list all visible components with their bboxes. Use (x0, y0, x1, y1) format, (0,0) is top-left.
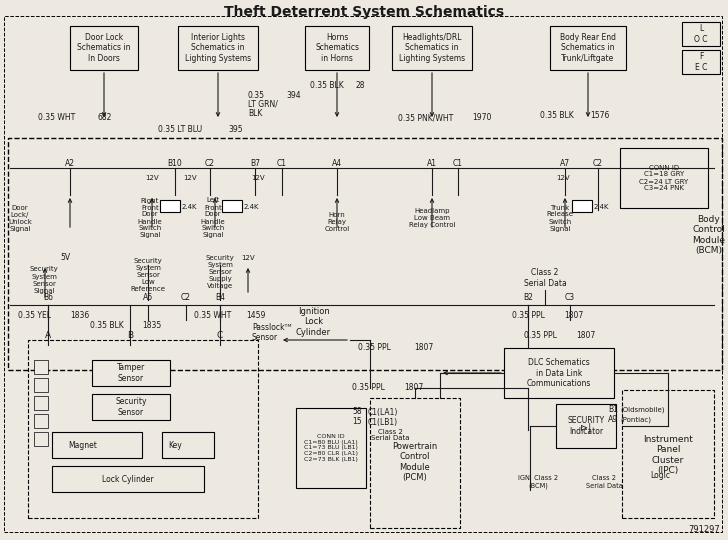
Text: SECURITY
Indicator: SECURITY Indicator (567, 416, 604, 436)
Bar (34, 414, 48, 428)
Text: 12V: 12V (241, 255, 255, 261)
Text: C2: C2 (205, 159, 215, 168)
Text: C: C (217, 332, 223, 341)
Text: A4: A4 (332, 159, 342, 168)
Text: 394: 394 (286, 91, 301, 99)
Text: C2: C2 (181, 293, 191, 302)
Bar (34, 396, 48, 410)
Bar (162, 432, 214, 458)
Text: A2: A2 (65, 159, 75, 168)
Text: 5V: 5V (60, 253, 70, 262)
Text: Powertrain
Control
Module
(PCM): Powertrain Control Module (PCM) (392, 442, 438, 482)
Text: B7: B7 (250, 159, 260, 168)
Text: Logic: Logic (650, 471, 670, 481)
Bar (296, 408, 366, 488)
Text: 0.35 BLK: 0.35 BLK (540, 111, 574, 119)
Text: BLK: BLK (248, 109, 262, 118)
Text: 1807: 1807 (414, 343, 433, 353)
Text: A: A (45, 332, 51, 341)
Text: CONN ID
C1=18 GRY
C2=24 LT GRY
C3=24 PNK: CONN ID C1=18 GRY C2=24 LT GRY C3=24 PNK (639, 165, 689, 192)
Text: IGN  Class 2
(BCM): IGN Class 2 (BCM) (518, 475, 558, 489)
Text: 1807: 1807 (576, 330, 596, 340)
Text: 0.35 WHT: 0.35 WHT (194, 310, 232, 320)
Text: (Pontiac): (Pontiac) (620, 417, 651, 423)
Bar (92, 360, 170, 386)
Bar (28, 340, 258, 518)
Text: 2.4K: 2.4K (594, 204, 609, 210)
Bar (682, 22, 720, 46)
Text: 1970: 1970 (472, 113, 491, 123)
Bar (620, 148, 708, 208)
Text: 2.4K: 2.4K (182, 204, 197, 210)
Text: Sensor: Sensor (252, 334, 278, 342)
Text: Interior Lights
Schematics in
Lighting Systems: Interior Lights Schematics in Lighting S… (185, 33, 251, 63)
Text: A6: A6 (143, 293, 153, 302)
Text: Ignition
Lock
Cylinder: Ignition Lock Cylinder (296, 307, 331, 337)
Text: CONN ID
C1=80 BLU (LA1)
C1=73 BLU (LB1)
C2=80 CLR (LA1)
C2=73 BLK (LB1): CONN ID C1=80 BLU (LA1) C1=73 BLU (LB1) … (304, 434, 358, 462)
Text: Key: Key (168, 441, 182, 449)
Text: 0.35 PPL: 0.35 PPL (352, 383, 385, 393)
Text: C2: C2 (593, 159, 603, 168)
Text: Theft Deterrent System Schematics: Theft Deterrent System Schematics (224, 5, 504, 19)
Text: A9: A9 (608, 415, 618, 424)
Text: 0.35 YEL: 0.35 YEL (18, 310, 51, 320)
Text: 1835: 1835 (142, 321, 161, 329)
Text: 0.35 PPL: 0.35 PPL (524, 330, 557, 340)
Text: L
O C: L O C (695, 24, 708, 44)
Text: 0.35: 0.35 (248, 91, 265, 99)
Text: B6: B6 (43, 293, 53, 302)
Text: Body
Control
Module
(BCM): Body Control Module (BCM) (692, 215, 725, 255)
Bar (34, 378, 48, 392)
Text: A1: A1 (427, 159, 437, 168)
Text: Security
System
Sensor
Supply
Voltage: Security System Sensor Supply Voltage (205, 255, 234, 289)
Text: 0.35 PPL: 0.35 PPL (358, 343, 391, 353)
Bar (572, 200, 592, 212)
Text: Door Lock
Schematics in
In Doors: Door Lock Schematics in In Doors (77, 33, 131, 63)
Text: 12V: 12V (183, 175, 197, 181)
Text: B2: B2 (523, 293, 533, 302)
Text: Door
Lock/
Unlock
Signal: Door Lock/ Unlock Signal (8, 205, 32, 232)
Text: 0.35 WHT: 0.35 WHT (38, 113, 75, 123)
Text: 12V: 12V (251, 175, 265, 181)
Text: 395: 395 (228, 125, 242, 134)
Text: DLC Schematics
in Data Link
Communications: DLC Schematics in Data Link Communicatio… (527, 358, 591, 388)
Text: Instrument
Panel
Cluster
(IPC): Instrument Panel Cluster (IPC) (643, 435, 693, 475)
Bar (370, 398, 460, 528)
Bar (305, 26, 369, 70)
Bar (550, 26, 626, 70)
Bar (8, 138, 722, 370)
Text: 1807: 1807 (564, 310, 583, 320)
Text: Security
System
Sensor
Low
Reference: Security System Sensor Low Reference (130, 258, 165, 292)
Text: B: B (127, 332, 133, 341)
Text: B10: B10 (167, 159, 183, 168)
Bar (92, 394, 170, 420)
Bar (160, 200, 180, 212)
Text: Body Rear End
Schematics in
Trunk/Liftgate: Body Rear End Schematics in Trunk/Liftga… (560, 33, 616, 63)
Text: Class 2
Serial Data: Class 2 Serial Data (523, 268, 566, 288)
Text: C1(LB1): C1(LB1) (368, 417, 398, 427)
Text: Passlockᵀᴹ: Passlockᵀᴹ (252, 323, 291, 333)
Text: Left
Front
Door
Handle
Switch
Signal: Left Front Door Handle Switch Signal (201, 198, 225, 239)
Text: Lock Cylinder: Lock Cylinder (102, 475, 154, 483)
Text: LT GRN/: LT GRN/ (248, 99, 278, 109)
Text: Security
Sensor: Security Sensor (115, 397, 147, 417)
Text: 1836: 1836 (70, 310, 90, 320)
Bar (392, 26, 472, 70)
Text: Class 2
Serial Data: Class 2 Serial Data (585, 476, 622, 489)
Text: 58: 58 (352, 408, 362, 416)
Bar (70, 26, 138, 70)
Text: Headlights/DRL
Schematics in
Lighting Systems: Headlights/DRL Schematics in Lighting Sy… (399, 33, 465, 63)
Text: Magnet: Magnet (68, 441, 97, 449)
Text: 12V: 12V (556, 175, 570, 181)
Bar (52, 466, 204, 492)
Bar (34, 360, 48, 374)
Bar (556, 404, 616, 448)
Text: ⊳|: ⊳| (580, 423, 592, 433)
Text: (Oldsmobile): (Oldsmobile) (620, 407, 665, 413)
Text: B4: B4 (215, 293, 225, 302)
Text: Headlamp
Low Beam
Relay Control: Headlamp Low Beam Relay Control (408, 208, 455, 228)
Text: 0.35 PPL: 0.35 PPL (512, 310, 545, 320)
Text: 2.4K: 2.4K (244, 204, 259, 210)
Text: 0.35 BLK: 0.35 BLK (90, 321, 124, 329)
Bar (682, 50, 720, 74)
